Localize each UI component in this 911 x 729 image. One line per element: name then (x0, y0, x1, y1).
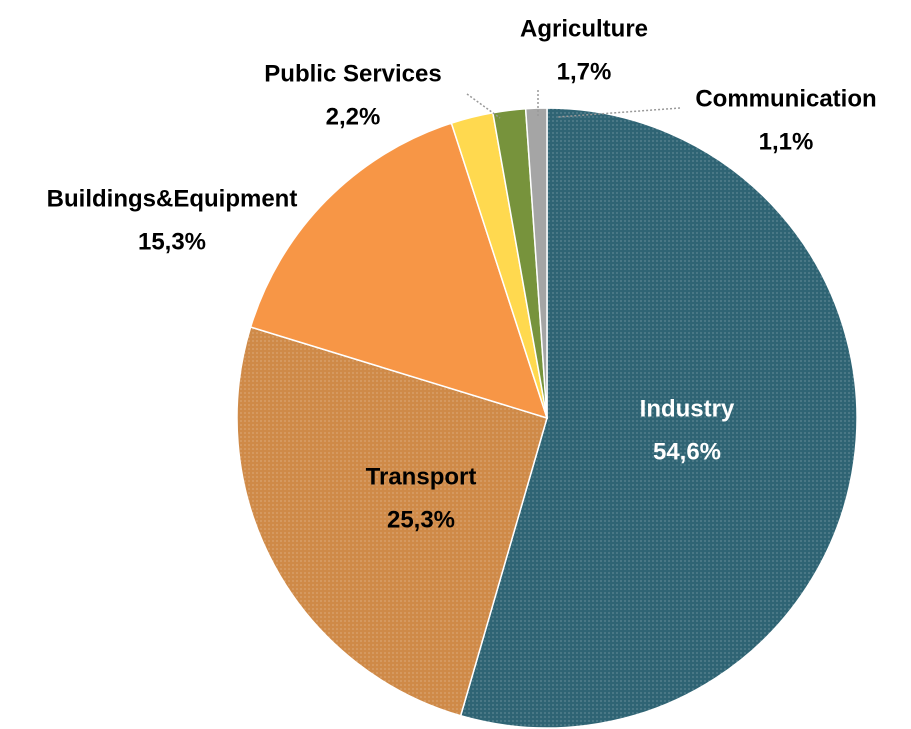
leader-line (557, 107, 681, 118)
slice-value: 25,3% (387, 506, 455, 533)
pie-slice (249, 122, 549, 420)
slice-value: 1,1% (759, 128, 814, 155)
slice-value: 15,3% (138, 228, 206, 255)
slice-value: 1,7% (557, 58, 612, 85)
slice-value: 54,6% (653, 438, 721, 465)
slice-label: Agriculture (520, 15, 648, 42)
pie-slice (524, 107, 548, 419)
slice-label: Buildings&Equipment (47, 185, 298, 212)
leader-line (466, 93, 501, 119)
slice-label: Transport (366, 463, 477, 490)
slice-label: Public Services (264, 60, 441, 87)
slice-label: Communication (695, 85, 876, 112)
slice-value: 2,2% (326, 103, 381, 130)
slice-label: Industry (640, 395, 735, 422)
